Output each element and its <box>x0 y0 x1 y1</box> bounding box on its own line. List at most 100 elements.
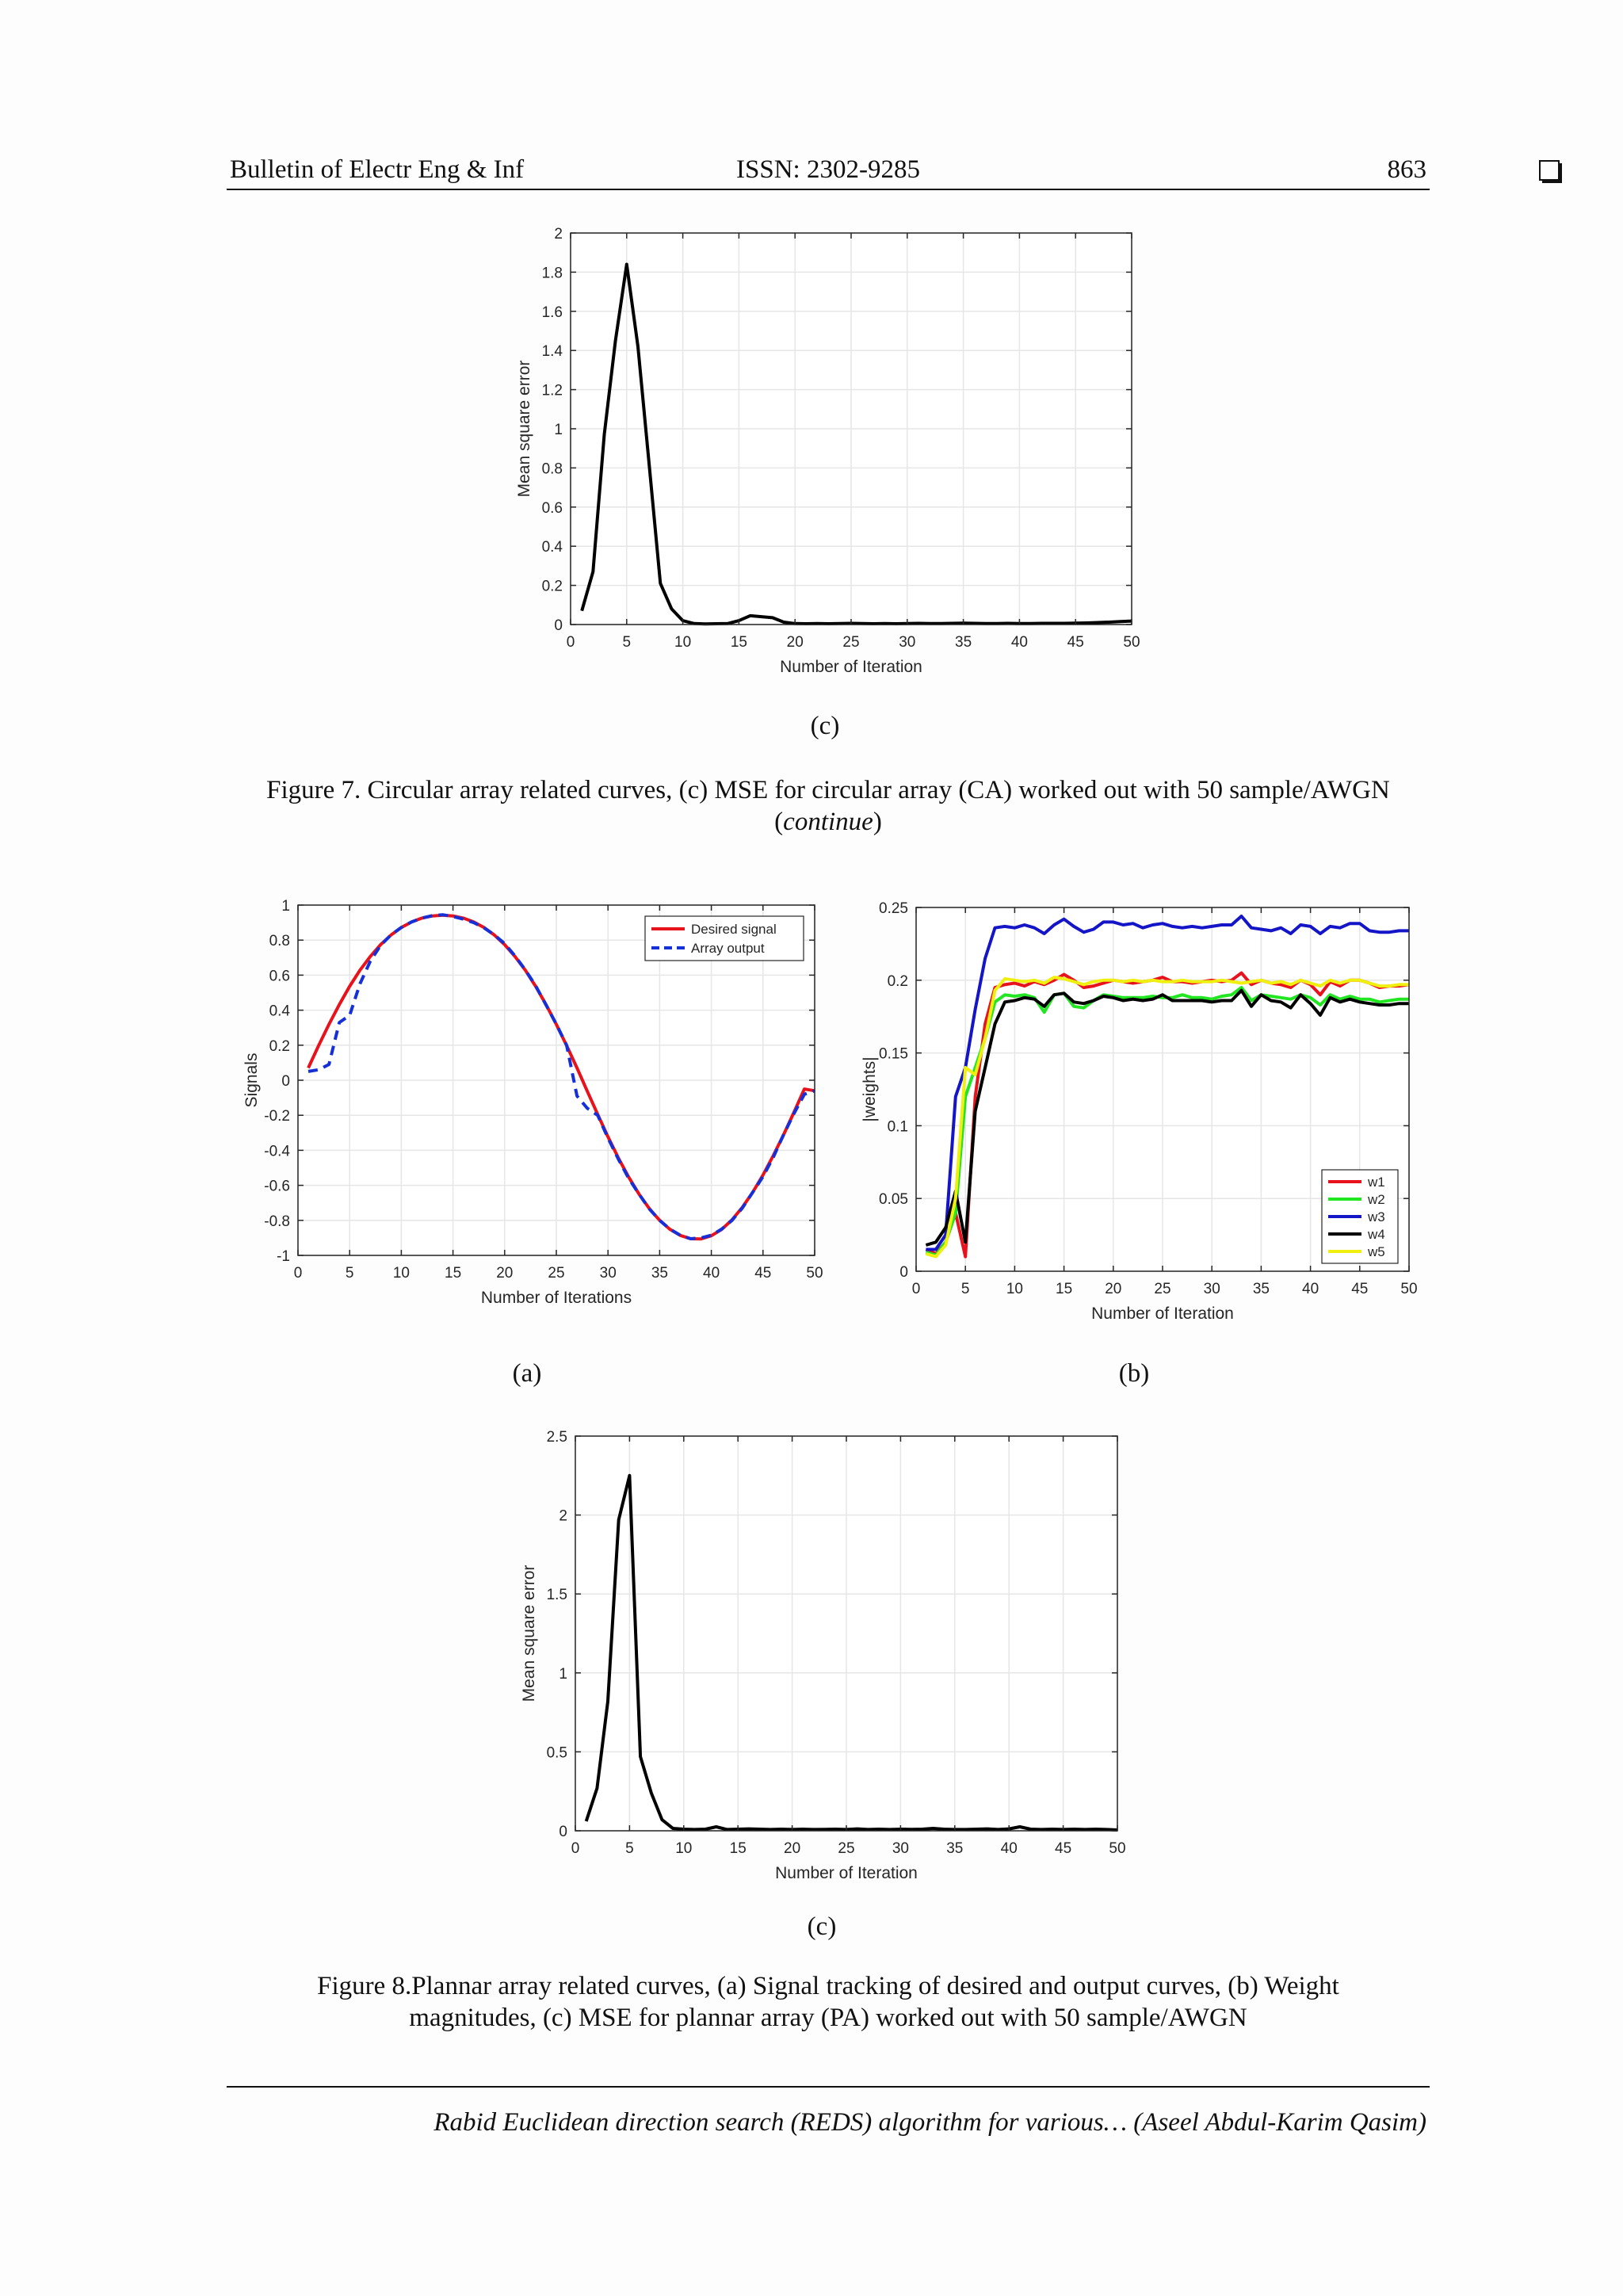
y-axis-label: |weights| <box>861 1056 879 1121</box>
header-rule <box>227 189 1430 190</box>
y-tick-label: -0.4 <box>264 1143 290 1159</box>
x-tick-label: 40 <box>703 1265 720 1282</box>
y-tick-label: 1.6 <box>542 304 563 321</box>
x-tick-label: 45 <box>1067 634 1084 651</box>
x-axis-label: Number of Iteration <box>1091 1305 1234 1323</box>
y-tick-label: 0.8 <box>542 460 563 477</box>
y-tick-label: -0.8 <box>264 1213 290 1230</box>
y-tick-label: 0.2 <box>542 579 563 595</box>
x-tick-label: 45 <box>1055 1840 1071 1857</box>
x-axis-label: Number of Iteration <box>775 1864 918 1882</box>
series-line-Array output <box>307 913 815 1240</box>
x-tick-label: 15 <box>731 634 747 651</box>
footer-rule <box>227 2086 1430 2088</box>
x-tick-label: 0 <box>294 1265 303 1282</box>
y-tick-label: 0.6 <box>542 500 563 517</box>
y-tick-label: 1 <box>281 898 290 915</box>
legend-label: w4 <box>1367 1227 1385 1242</box>
y-tick-label: 0.25 <box>879 900 908 917</box>
journal-name: Bulletin of Electr Eng & Inf <box>230 155 525 184</box>
series-line-1 <box>580 262 1132 626</box>
series-line-w1 <box>925 971 1410 1259</box>
x-tick-label: 50 <box>1109 1840 1125 1857</box>
x-tick-label: 20 <box>787 634 804 651</box>
x-tick-label: 30 <box>1204 1281 1220 1297</box>
x-tick-label: 15 <box>730 1840 747 1857</box>
figure7-sublabel-c: (c) <box>810 712 840 740</box>
y-tick-label: 0.5 <box>547 1744 567 1761</box>
figure7-caption-line1: Figure 7. Circular array related curves,… <box>266 776 1390 804</box>
x-tick-label: 15 <box>1056 1281 1072 1297</box>
y-tick-label: 0.2 <box>269 1038 290 1055</box>
running-footer: Rabid Euclidean direction search (REDS) … <box>433 2108 1426 2137</box>
y-tick-label: 0 <box>554 617 563 634</box>
x-tick-label: 45 <box>1351 1281 1368 1297</box>
x-axis-label: Number of Iteration <box>780 658 922 676</box>
legend-label: w1 <box>1367 1175 1385 1190</box>
x-tick-label: 20 <box>496 1265 513 1282</box>
legend-label: w3 <box>1367 1209 1385 1224</box>
series-line-w5 <box>925 976 1409 1259</box>
y-tick-label: 0 <box>899 1264 908 1281</box>
y-tick-label: 1 <box>554 422 563 438</box>
y-tick-label: 0.2 <box>888 973 908 990</box>
y-tick-label: 0.1 <box>888 1118 908 1135</box>
x-tick-label: 40 <box>1011 634 1028 651</box>
chart-svg: 0 5 10 15 20 25 30 35 40 45 50 0 0.2 0.4 0.6 0.8 1 1.2 1.4… <box>515 226 1140 676</box>
figure8-sublabel-b: (b) <box>1118 1359 1150 1388</box>
chart-svg: 0 5 10 15 20 25 30 35 40 45 50 -1 -0.8 -0.6 -0.4 -0.2 0 0… <box>242 898 823 1307</box>
x-tick-label: 50 <box>1400 1281 1417 1297</box>
figure7-caption-continue: continue <box>783 808 873 836</box>
issn: ISSN: 2302-9285 <box>736 155 920 184</box>
x-tick-label: 50 <box>1123 634 1140 651</box>
y-tick-label: 2 <box>554 226 563 243</box>
y-tick-label: -0.6 <box>264 1179 290 1195</box>
x-tick-label: 10 <box>393 1265 410 1282</box>
x-tick-label: 35 <box>651 1265 668 1282</box>
figure8-caption: Figure 8.Plannar array related curves, (… <box>230 1970 1426 2034</box>
figure7-caption-line2: (continue) <box>774 808 882 836</box>
figure8-caption-line1: Figure 8.Plannar array related curves, (… <box>317 1972 1339 2000</box>
y-tick-label: 0.4 <box>269 1003 291 1020</box>
y-tick-label: 2 <box>559 1508 567 1525</box>
y-tick-label: -0.2 <box>264 1108 290 1125</box>
series-line-w4 <box>925 988 1409 1247</box>
x-tick-label: 15 <box>445 1265 461 1282</box>
x-tick-label: 10 <box>1006 1281 1023 1297</box>
y-tick-label: 0.6 <box>269 968 290 984</box>
x-tick-label: 0 <box>912 1281 921 1297</box>
x-axis-label: Number of Iterations <box>481 1289 632 1307</box>
x-tick-label: 5 <box>623 634 632 651</box>
figure8-sublabel-c: (c) <box>807 1912 837 1941</box>
figure8-sublabel-a: (a) <box>512 1359 542 1388</box>
series-line-w3 <box>926 915 1409 1251</box>
x-tick-label: 0 <box>571 1840 580 1857</box>
y-tick-label: 1.8 <box>542 265 563 281</box>
x-tick-label: 25 <box>1154 1281 1170 1297</box>
x-tick-label: 35 <box>946 1840 963 1857</box>
x-tick-label: 5 <box>961 1281 970 1297</box>
x-tick-label: 35 <box>955 634 972 651</box>
x-tick-label: 10 <box>674 634 691 651</box>
y-tick-label: 1.5 <box>547 1587 567 1603</box>
chart-svg: 0 5 10 15 20 25 30 35 40 45 50 0 0.5 1 1.5 2 2.5 Number o… <box>520 1429 1126 1882</box>
x-tick-label: 25 <box>548 1265 564 1282</box>
y-tick-label: 1 <box>559 1666 567 1683</box>
y-tick-label: 0 <box>559 1824 567 1840</box>
running-header: Bulletin of Electr Eng & Inf ISSN: 2302-… <box>230 155 1562 190</box>
figure8a-signal-chart: 0 5 10 15 20 25 30 35 40 45 50 -1 -0.8 -0.6 -0.4 -0.2 0 0… <box>238 896 824 1324</box>
figure8-caption-line2: magnitudes, (c) MSE for plannar array (P… <box>409 2004 1247 2032</box>
x-tick-label: 25 <box>838 1840 854 1857</box>
x-tick-label: 20 <box>784 1840 800 1857</box>
square-icon <box>1539 160 1562 183</box>
y-tick-label: 0.05 <box>879 1191 908 1208</box>
y-axis-label: Mean square error <box>520 1565 538 1702</box>
y-tick-label: 0.8 <box>269 933 290 949</box>
x-tick-label: 0 <box>567 634 575 651</box>
x-tick-label: 35 <box>1253 1281 1270 1297</box>
y-tick-label: 0.4 <box>542 539 563 556</box>
y-tick-label: 1.2 <box>542 383 563 399</box>
x-tick-label: 40 <box>1302 1281 1319 1297</box>
x-tick-label: 40 <box>1001 1840 1018 1857</box>
